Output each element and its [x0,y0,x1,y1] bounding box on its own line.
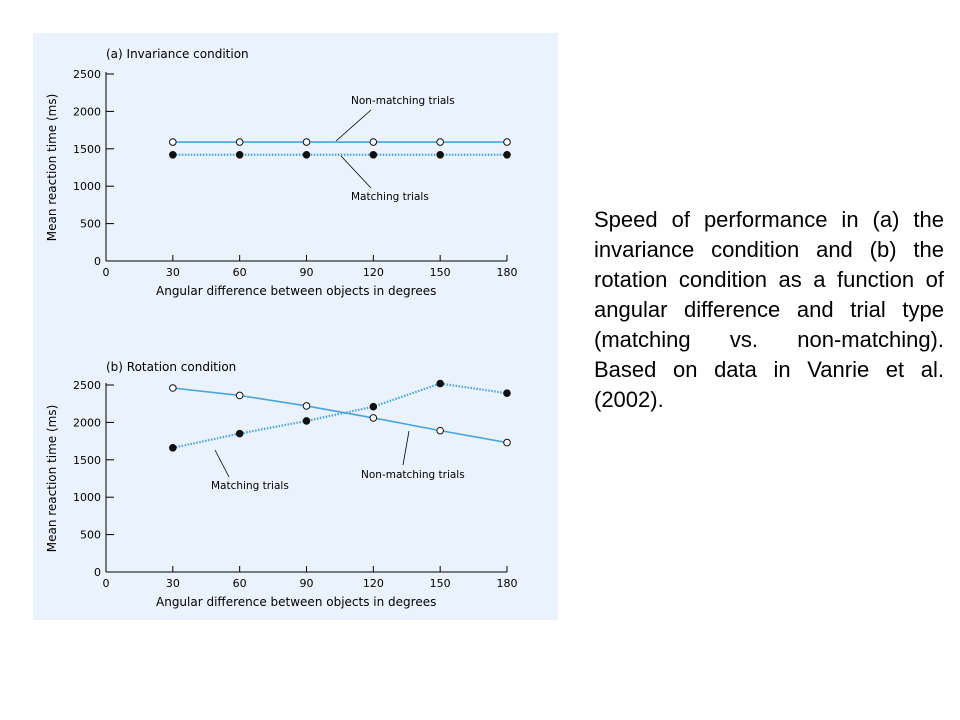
x-tick-label: 60 [233,577,247,590]
x-tick-label: 180 [497,266,518,279]
data-point-non-matching [235,391,244,400]
series-line-non-matching [172,387,508,444]
data-point-matching [302,417,311,425]
y-tick-label: 2500 [73,379,101,392]
data-point-matching [169,444,177,452]
chart-invariance: (a) Invariance condition0500100015002000… [45,47,518,298]
data-point-matching [302,150,311,159]
data-point-matching [235,429,244,438]
y-tick-label: 500 [80,529,101,542]
x-tick-label: 90 [300,266,314,279]
x-tick-label: 0 [103,577,110,590]
chart-title: (b) Rotation condition [106,360,236,374]
x-axis-label: Angular difference between objects in de… [156,284,436,298]
annotation-leader [340,155,372,189]
x-tick-label: 150 [430,266,451,279]
y-tick-label: 1000 [73,180,101,193]
series-label: Matching trials [211,480,289,492]
chart-title: (a) Invariance condition [106,47,249,61]
data-point-non-matching [436,426,444,435]
data-point-matching [369,150,378,159]
data-point-non-matching [369,414,378,422]
data-point-non-matching [503,138,511,146]
y-tick-label: 2000 [73,416,101,429]
chart-rotation: (b) Rotation condition050010001500200025… [45,360,518,609]
y-tick-label: 0 [94,566,101,579]
y-axis-label: Mean reaction time (ms) [45,94,59,242]
y-tick-label: 0 [94,255,101,268]
x-tick-label: 60 [233,266,247,279]
data-point-non-matching [302,402,311,410]
data-point-matching [436,379,444,388]
data-point-non-matching [169,384,177,392]
y-tick-label: 1000 [73,491,101,504]
y-tick-label: 1500 [73,143,101,156]
data-point-matching [169,150,177,159]
x-tick-label: 120 [363,577,384,590]
x-tick-label: 120 [363,266,384,279]
y-axis-label: Mean reaction time (ms) [45,405,59,553]
y-tick-label: 1500 [73,454,101,467]
x-tick-label: 180 [497,577,518,590]
x-axis-label: Angular difference between objects in de… [156,595,436,609]
series-label: Matching trials [351,191,429,203]
annotation-leader [214,449,230,478]
data-point-matching [436,150,444,159]
annotation-leader [402,430,410,466]
data-point-non-matching [503,438,511,447]
data-point-non-matching [302,138,311,146]
data-point-non-matching [169,138,177,146]
series-label: Non-matching trials [361,469,465,481]
x-tick-label: 30 [166,577,180,590]
x-tick-label: 30 [166,266,180,279]
data-point-matching [369,402,378,411]
data-point-non-matching [436,138,444,146]
series-label: Non-matching trials [351,95,455,107]
data-point-non-matching [369,138,378,146]
annotation-leader [335,109,372,142]
y-tick-label: 2500 [73,68,101,81]
x-tick-label: 0 [103,266,110,279]
y-tick-label: 500 [80,218,101,231]
figure-panel: (a) Invariance condition 0 500 1000 1500 2000… [33,33,558,620]
data-point-matching [503,389,511,398]
x-tick-label: 150 [430,577,451,590]
figure-svg: (a) Invariance condition0500100015002000… [45,47,518,609]
y-tick-label: 2000 [73,105,101,118]
data-point-non-matching [235,138,244,146]
data-point-matching [503,150,511,159]
x-tick-label: 90 [300,577,314,590]
figure-caption: Speed of performance in (a) the invarian… [594,207,944,412]
data-point-matching [235,150,244,159]
